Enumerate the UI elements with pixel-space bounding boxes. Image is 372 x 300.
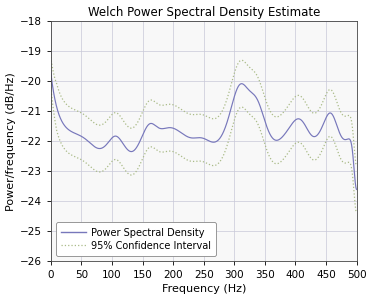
Y-axis label: Power/frequency (dB/Hz): Power/frequency (dB/Hz) [6, 72, 16, 211]
Title: Welch Power Spectral Density Estimate: Welch Power Spectral Density Estimate [87, 6, 320, 19]
X-axis label: Frequency (Hz): Frequency (Hz) [161, 284, 246, 294]
Legend: Power Spectral Density, 95% Confidence Interval: Power Spectral Density, 95% Confidence I… [55, 222, 217, 256]
